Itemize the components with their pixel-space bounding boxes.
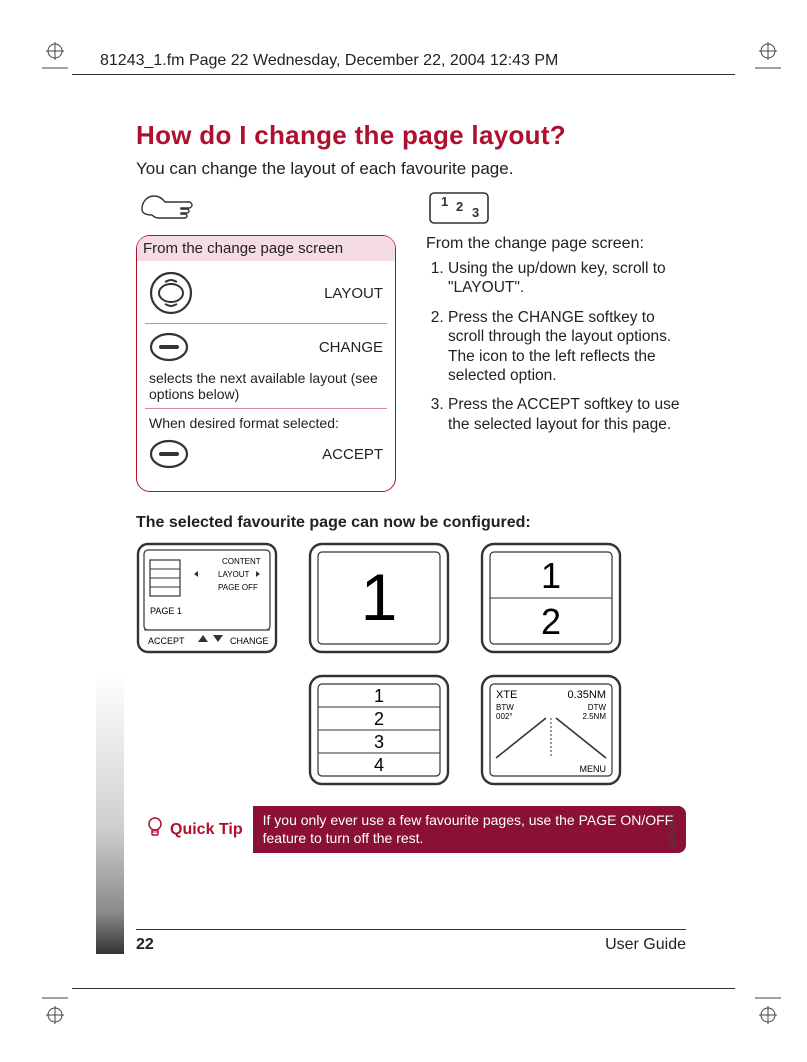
svg-text:1: 1	[441, 194, 448, 209]
lightbulb-icon	[146, 816, 164, 843]
svg-text:3: 3	[472, 205, 479, 220]
layout-examples-grid: PAGE 1 CONTENT LAYOUT PAGE OFF ACCEPT CH…	[136, 542, 686, 786]
steps-123-icon: 123	[426, 191, 686, 227]
device-content-label: CONTENT	[222, 557, 261, 566]
change-label: CHANGE	[201, 339, 383, 356]
svg-text:MENU: MENU	[580, 764, 607, 774]
right-column: 123 From the change page screen: Using t…	[426, 191, 686, 444]
instruction-box: From the change page screen LAYOUT CHANG…	[136, 235, 396, 492]
left-column: From the change page screen LAYOUT CHANG…	[136, 191, 396, 492]
page-number: 22	[136, 936, 154, 954]
when-label: When desired format selected:	[149, 415, 383, 431]
guide-label: User Guide	[605, 936, 686, 954]
page-footer: 22 User Guide	[136, 929, 686, 954]
step-item: Press the ACCEPT softkey to use the sele…	[448, 395, 686, 434]
device-change-label: CHANGE	[230, 636, 269, 646]
page: 81243_1.fm Page 22 Wednesday, December 2…	[0, 0, 807, 1062]
svg-text:002°: 002°	[496, 712, 513, 721]
steps-list: Using the up/down key, scroll to "LAYOUT…	[426, 259, 686, 434]
quick-tip-body: If you only ever use a few favourite pag…	[253, 806, 686, 853]
margin-gradient	[96, 674, 124, 954]
ruler-bottom	[72, 988, 735, 989]
rocker-key-icon	[149, 271, 193, 315]
svg-text:3: 3	[374, 732, 384, 752]
softkey-icon	[149, 332, 189, 362]
layout-thumb-full: 1	[308, 542, 450, 654]
svg-text:0.35NM: 0.35NM	[567, 689, 606, 701]
pointing-hand-icon	[136, 191, 396, 227]
registration-mark-top-left	[42, 42, 68, 72]
layout-thumb-nav: XTE 0.35NM BTW002° DTW2.5NM MENU	[480, 674, 622, 786]
instruction-box-title: From the change page screen	[137, 236, 395, 261]
svg-text:2: 2	[456, 199, 463, 214]
device-accept-label: ACCEPT	[148, 636, 185, 646]
quick-tip-text: Quick Tip	[170, 821, 243, 839]
registration-mark-bottom-left	[42, 994, 68, 1024]
svg-text:4: 4	[374, 755, 384, 775]
layout-thumbs: 1 12 1234 XTE0.35NM BTW002° DTW2.5NM MEN…	[308, 542, 622, 786]
intro-text: You can change the layout of each favour…	[136, 159, 686, 179]
accept-label: ACCEPT	[201, 446, 383, 463]
layout-thumb-half: 12	[480, 542, 622, 654]
registration-mark-top-right	[755, 42, 781, 72]
device-page-label: PAGE 1	[150, 606, 182, 616]
page-title: How do I change the page layout?	[136, 120, 686, 151]
device-pageoff-label: PAGE OFF	[218, 583, 258, 592]
svg-text:1: 1	[374, 686, 384, 706]
header-meta: 81243_1.fm Page 22 Wednesday, December 2…	[100, 52, 558, 70]
svg-text:DTW: DTW	[588, 703, 607, 712]
device-screen-example: PAGE 1 CONTENT LAYOUT PAGE OFF ACCEPT CH…	[136, 542, 278, 654]
layout-thumb-quarter: 1 2 3 4	[308, 674, 450, 786]
svg-text:XTE: XTE	[496, 689, 517, 701]
svg-text:2: 2	[541, 601, 561, 642]
softkey-icon	[149, 439, 189, 469]
ruler-top	[72, 74, 735, 75]
quick-tip: Quick Tip If you only ever use a few fav…	[136, 806, 686, 853]
layout-label: LAYOUT	[205, 285, 383, 302]
subhead: The selected favourite page can now be c…	[136, 514, 686, 532]
registration-mark-bottom-right	[755, 994, 781, 1024]
svg-text:1: 1	[541, 555, 561, 596]
svg-text:2.5NM: 2.5NM	[582, 712, 606, 721]
step-item: Press the CHANGE softkey to scroll throu…	[448, 308, 686, 386]
step-item: Using the up/down key, scroll to "LAYOUT…	[448, 259, 686, 298]
svg-text:2: 2	[374, 709, 384, 729]
svg-text:1: 1	[361, 560, 398, 634]
figure-code: D7528-1	[668, 812, 678, 847]
quick-tip-label: Quick Tip	[136, 806, 253, 853]
change-note: selects the next available layout (see o…	[149, 370, 383, 402]
svg-text:BTW: BTW	[496, 703, 514, 712]
content-area: How do I change the page layout? You can…	[136, 120, 686, 853]
steps-heading: From the change page screen:	[426, 235, 686, 253]
device-layout-label: LAYOUT	[218, 570, 250, 579]
